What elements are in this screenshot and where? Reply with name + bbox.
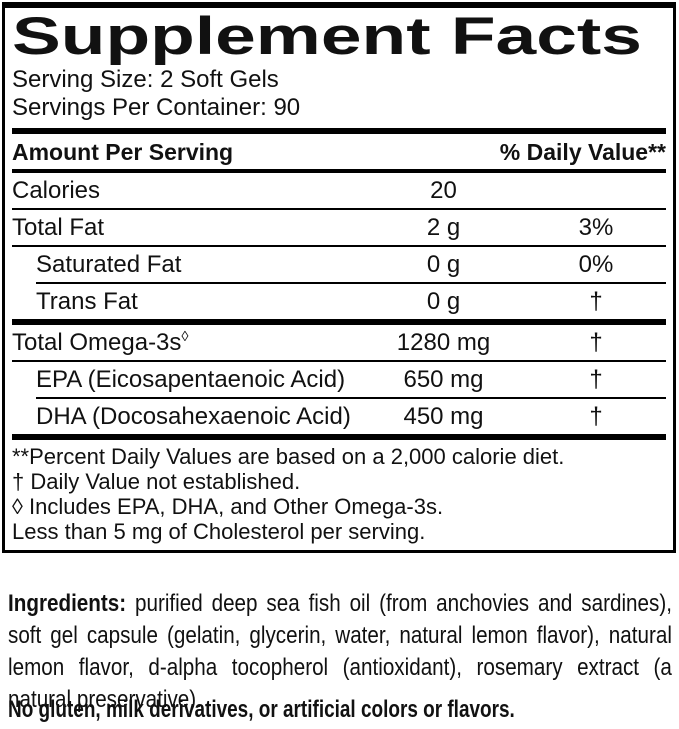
daily-value-header: % Daily Value** <box>499 139 666 165</box>
nutrient-amount: 1280 mg <box>396 328 491 356</box>
facts-panel: Supplement Facts Serving Size: 2 Soft Ge… <box>2 2 676 553</box>
nutrient-rows: Calories 20 Total Fat 2 g 3% Saturated F… <box>12 173 666 434</box>
ingredients-paragraph: Ingredients: purified deep sea fish oil … <box>8 588 672 716</box>
allergen-statement: No gluten, milk derivatives, or artifici… <box>8 696 515 723</box>
nutrient-name: EPA (Eicosapentaenoic Acid) <box>36 365 346 393</box>
nutrient-name: Calories <box>12 176 101 204</box>
nutrient-name: Trans Fat <box>36 287 138 315</box>
nutrient-daily-value: 0% <box>578 250 614 278</box>
nutrient-name: DHA (Docosahexaenoic Acid) <box>36 402 351 430</box>
column-header-row: Amount Per Serving % Daily Value** <box>12 134 666 169</box>
row-divider <box>12 360 666 362</box>
nutrient-row: Saturated Fat 0 g 0% <box>12 247 666 282</box>
servings-per-container: Servings Per Container: 90 <box>12 94 301 121</box>
nutrient-amount: 650 mg <box>403 365 484 393</box>
footnote-marker: ◊ <box>181 328 189 345</box>
row-divider <box>12 245 666 247</box>
row-divider <box>36 397 666 399</box>
header-rule <box>12 169 666 173</box>
thick-divider <box>12 128 666 134</box>
nutrient-amount: 0 g <box>426 250 461 278</box>
nutrient-row: Total Omega-3s◊ 1280 mg † <box>12 325 666 360</box>
row-divider <box>12 208 666 210</box>
thick-divider <box>12 434 666 440</box>
ingredients-text: purified deep sea fish oil (from anchovi… <box>8 590 672 713</box>
nutrient-daily-value: † <box>589 328 603 356</box>
thick-divider <box>12 319 666 325</box>
nutrient-row: DHA (Docosahexaenoic Acid) 450 mg † <box>12 399 666 434</box>
footnotes: **Percent Daily Values are based on a 2,… <box>12 440 666 544</box>
footnote-line: Less than 5 mg of Cholesterol per servin… <box>12 519 426 544</box>
panel-title: Supplement Facts <box>12 7 642 66</box>
nutrient-daily-value: † <box>589 287 603 315</box>
footnote-line: † Daily Value not established. <box>12 469 301 494</box>
footnote-line: ◊ Includes EPA, DHA, and Other Omega-3s. <box>12 494 444 519</box>
row-divider <box>36 282 666 284</box>
nutrient-row: Calories 20 <box>12 173 666 208</box>
nutrient-row: EPA (Eicosapentaenoic Acid) 650 mg † <box>12 362 666 397</box>
nutrient-amount: 20 <box>430 176 457 204</box>
nutrient-amount: 450 mg <box>403 402 484 430</box>
nutrient-amount: 0 g <box>426 287 461 315</box>
nutrient-name: Saturated Fat <box>36 250 182 278</box>
nutrient-row: Trans Fat 0 g † <box>12 284 666 319</box>
nutrient-amount: 2 g <box>426 213 461 241</box>
nutrient-daily-value: † <box>589 365 603 393</box>
footnote-line: **Percent Daily Values are based on a 2,… <box>12 444 565 469</box>
nutrient-name: Total Omega-3s◊ <box>12 328 189 356</box>
nutrient-daily-value: † <box>589 402 603 430</box>
nutrient-daily-value: 3% <box>578 213 614 241</box>
serving-size: Serving Size: 2 Soft Gels <box>12 66 279 93</box>
nutrient-row: Total Fat 2 g 3% <box>12 210 666 245</box>
nutrient-name: Total Fat <box>12 213 105 241</box>
ingredients-label: Ingredients: <box>8 590 127 617</box>
amount-per-serving-header: Amount Per Serving <box>12 139 234 165</box>
